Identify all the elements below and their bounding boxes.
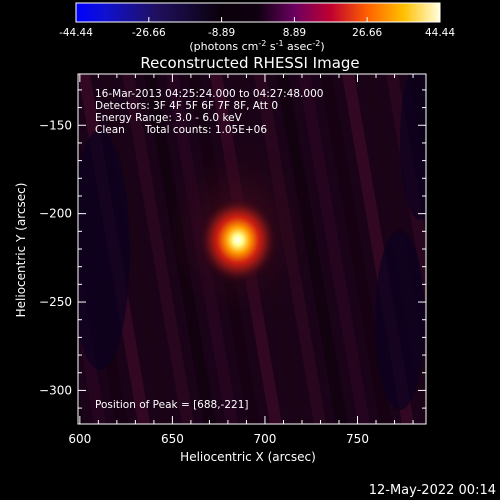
x-tick-label: 650	[161, 432, 184, 446]
peak-position: Position of Peak = [688,-221]	[95, 399, 249, 411]
info-block: 16-Mar-2013 04:25:24.000 to 04:27:48.000…	[95, 88, 323, 136]
colorbar-gradient	[75, 2, 441, 23]
y-tick-label: −250	[39, 295, 72, 309]
background-stripe	[496, 74, 500, 424]
y-axis-label: Heliocentric Y (arcsec)	[14, 183, 28, 318]
background-stripe	[452, 74, 500, 424]
info-method: Clean	[95, 124, 125, 136]
y-tick-label: −200	[39, 207, 72, 221]
background-stripe	[78, 389, 84, 424]
background-stripe	[474, 74, 500, 424]
x-tick-label: 700	[254, 432, 277, 446]
colorbar-tick-label: -26.66	[132, 27, 166, 39]
y-axis: −150 −200 −250 −300	[39, 89, 426, 409]
info-energy-range: Energy Range: 3.0 - 6.0 keV	[95, 112, 243, 124]
background-stripe	[298, 74, 370, 424]
colorbar: -44.44 -26.66 -8.89 8.89 26.66 44.44 (photons…	[59, 2, 455, 53]
colorbar-tick-label: -8.89	[208, 27, 235, 39]
colorbar-units: (photons cm-2 s-1 asec-2)	[189, 39, 324, 53]
colorbar-tick-label: 26.66	[352, 27, 382, 39]
info-time-range: 16-Mar-2013 04:25:24.000 to 04:27:48.000	[95, 88, 323, 100]
background-stripe	[430, 74, 500, 424]
timestamp: 12-May-2022 00:14	[369, 483, 496, 498]
dark-patch	[400, 74, 426, 220]
x-tick-label: 600	[68, 432, 91, 446]
background-stripe	[122, 74, 194, 424]
colorbar-tick-label: 8.89	[283, 27, 306, 39]
plot-area	[78, 74, 500, 424]
background-stripe	[320, 74, 392, 424]
x-axis-label: Heliocentric X (arcsec)	[180, 450, 316, 464]
colorbar-tick-label: 44.44	[425, 27, 455, 39]
colorbar-ticks: -44.44 -26.66 -8.89 8.89 26.66 44.44	[59, 17, 455, 39]
dark-patch	[78, 130, 130, 370]
info-total-counts: Total counts: 1.05E+06	[144, 124, 267, 136]
y-tick-label: −150	[39, 118, 72, 132]
info-detectors: Detectors: 3F 4F 5F 6F 7F 8F, Att 0	[95, 100, 278, 112]
emission-source	[198, 196, 278, 284]
chart-title: Reconstructed RHESSI Image	[140, 54, 359, 72]
x-tick-label: 750	[346, 432, 369, 446]
dark-patch	[375, 230, 425, 410]
x-axis: 600 650 700 750	[68, 74, 414, 446]
colorbar-tick-label: -44.44	[59, 27, 93, 39]
y-tick-label: −300	[39, 383, 72, 397]
